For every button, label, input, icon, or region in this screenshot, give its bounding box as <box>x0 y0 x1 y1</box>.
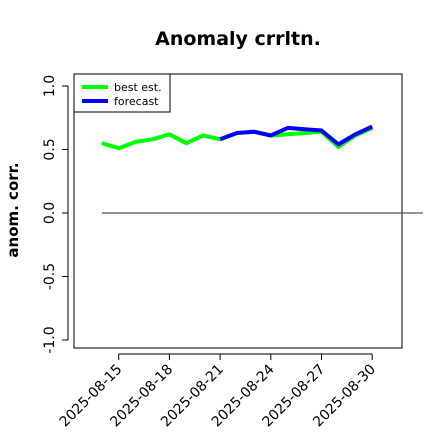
legend-box <box>73 73 171 113</box>
series-group <box>101 124 374 151</box>
legend: best est.forecast <box>73 73 171 113</box>
chart-title: Anomaly crrltn. <box>155 28 321 50</box>
y-tick-label: -0.5 <box>42 263 58 290</box>
plot-area <box>73 73 403 349</box>
y-tick-label: 0.5 <box>42 138 58 160</box>
y-axis-label: anom. corr. <box>4 162 22 257</box>
y-tick-label: 0.0 <box>42 202 58 224</box>
series-line-forecast <box>219 124 374 147</box>
legend-label-forecast: forecast <box>114 95 159 108</box>
y-axis: -1.0 -0.5 0.0 0.5 1.0 <box>42 75 69 354</box>
legend-label-best-est: best est. <box>114 81 162 94</box>
x-axis: 2025-08-152025-08-182025-08-212025-08-24… <box>57 353 379 430</box>
y-tick-label: 1.0 <box>42 75 58 97</box>
y-tick-label: -1.0 <box>42 326 58 353</box>
